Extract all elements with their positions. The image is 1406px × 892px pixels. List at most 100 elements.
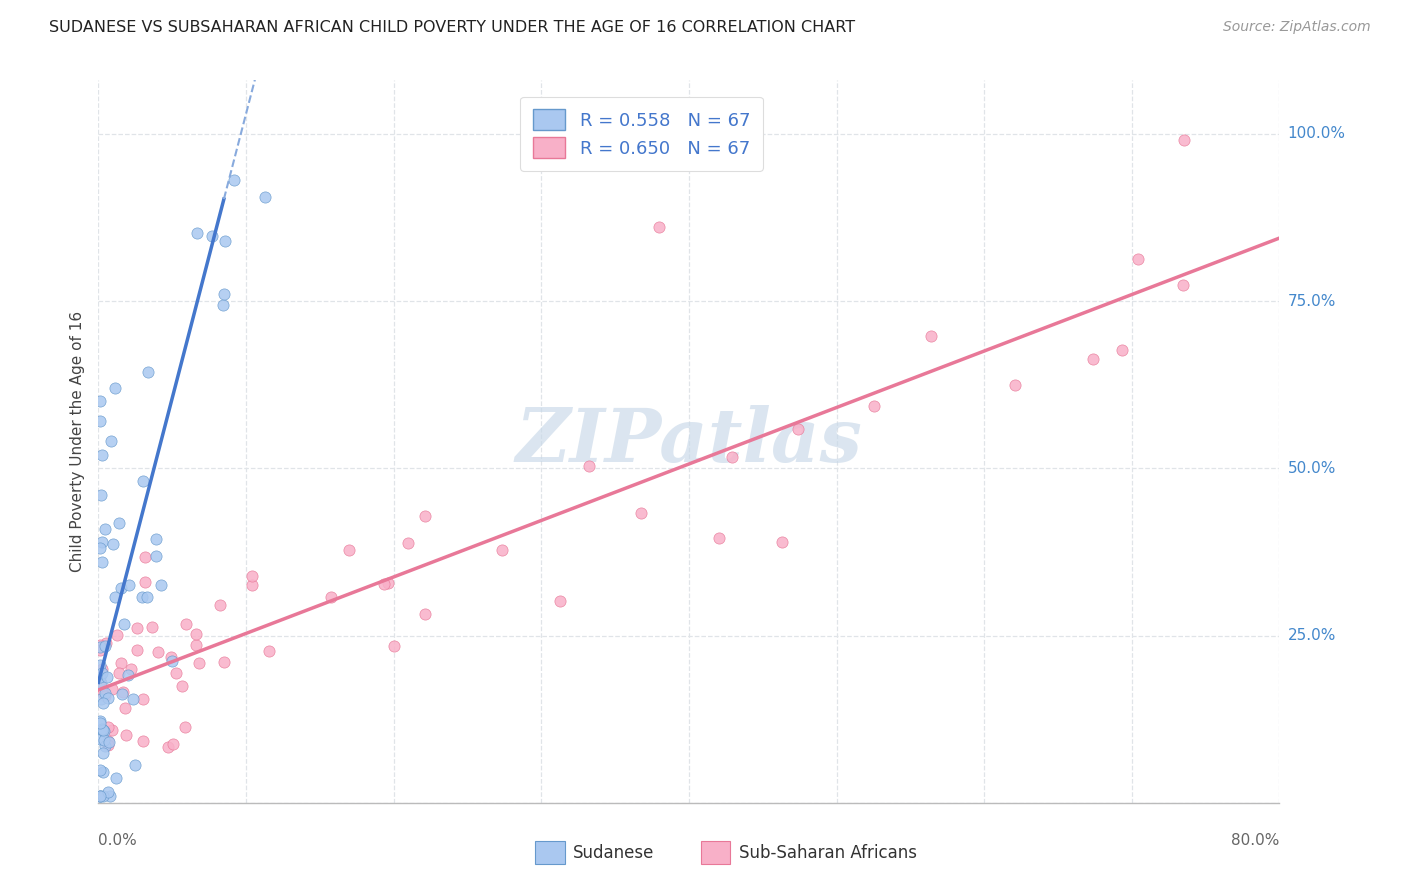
Point [91,746,114,760]
Point [125,643,148,657]
Point [97,720,120,734]
Point [136,365,159,379]
Point [413,509,436,524]
Point [91,764,114,779]
Point [132,733,155,747]
Point [1004,378,1026,392]
FancyBboxPatch shape [536,841,565,864]
Point [91,696,114,710]
Point [90,676,112,690]
Y-axis label: Child Poverty Under the Age of 16: Child Poverty Under the Age of 16 [69,311,84,572]
Point [94,521,117,535]
Point [111,687,134,701]
Text: Sudanese: Sudanese [574,845,655,863]
Point [101,537,124,551]
Point [141,620,163,634]
Point [240,578,263,592]
Point [112,616,135,631]
Point [863,399,886,413]
Point [201,229,224,244]
Point [186,226,208,240]
Point [157,740,180,755]
Point [89,789,111,804]
Point [120,662,142,676]
Point [89,673,111,688]
Point [373,577,395,591]
Point [253,190,276,204]
Point [105,628,128,642]
Point [630,506,652,520]
Point [105,772,128,786]
Legend: R = 0.558   N = 67, R = 0.650   N = 67: R = 0.558 N = 67, R = 0.650 N = 67 [520,96,763,170]
Text: 0.0%: 0.0% [98,833,138,848]
Point [110,657,132,671]
Point [136,590,159,604]
Point [100,434,122,449]
Point [90,534,112,549]
Text: SUDANESE VS SUBSAHARAN AFRICAN CHILD POVERTY UNDER THE AGE OF 16 CORRELATION CHA: SUDANESE VS SUBSAHARAN AFRICAN CHILD POV… [49,20,855,35]
Point [174,616,197,631]
Point [1173,277,1195,292]
Point [122,692,145,706]
Point [1128,252,1150,266]
Point [212,655,235,669]
Point [382,639,405,653]
Point [150,578,173,592]
Point [184,639,207,653]
Point [90,555,112,569]
Point [132,692,155,706]
Point [165,666,187,681]
Point [97,734,120,748]
Point [90,723,112,737]
Point [101,723,124,738]
Point [212,298,235,312]
FancyBboxPatch shape [700,841,730,864]
Point [111,685,134,699]
Point [101,682,124,697]
Point [1173,134,1195,148]
Text: 25.0%: 25.0% [1288,628,1336,643]
Point [97,735,120,749]
Point [96,785,118,799]
Point [89,692,111,706]
Point [89,414,111,429]
Point [115,727,138,741]
Point [89,731,111,746]
Point [174,720,197,734]
Point [91,723,114,737]
Point [145,532,167,546]
Point [145,549,167,563]
Point [91,448,114,462]
Point [240,569,263,583]
Point [94,639,117,653]
Point [90,488,112,502]
Point [91,665,114,680]
Point [321,590,343,604]
Point [89,640,111,655]
Point [257,644,280,658]
Point [89,541,111,556]
Point [1083,352,1105,367]
Point [103,591,125,605]
Point [548,594,571,608]
Text: 100.0%: 100.0% [1288,127,1346,141]
Point [786,422,808,436]
Point [134,574,156,589]
Point [124,758,146,772]
Point [720,450,742,464]
Point [212,287,235,301]
Point [224,173,246,187]
Point [125,621,148,635]
Point [160,654,183,668]
Point [89,670,111,684]
Point [491,543,513,558]
Point [96,670,118,684]
Text: 75.0%: 75.0% [1288,293,1336,309]
Text: ZIPatlas: ZIPatlas [516,405,862,478]
Text: Source: ZipAtlas.com: Source: ZipAtlas.com [1223,20,1371,34]
Point [396,536,419,550]
Point [94,636,117,650]
Point [104,381,127,395]
Point [91,789,114,804]
Point [89,638,111,652]
